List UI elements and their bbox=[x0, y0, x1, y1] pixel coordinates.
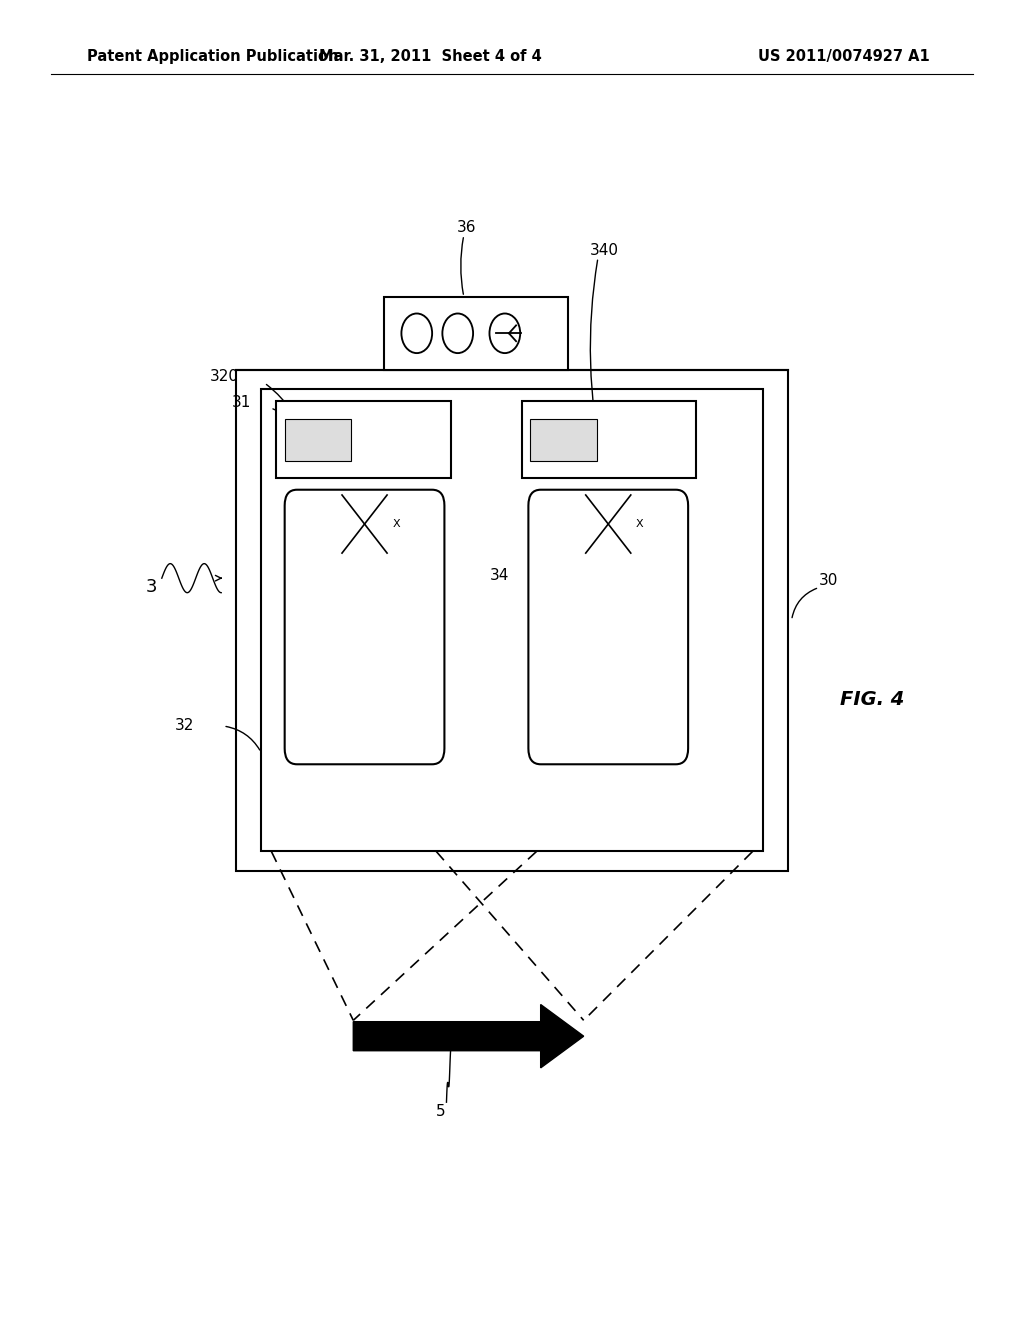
Bar bbox=[384, 297, 568, 370]
FancyBboxPatch shape bbox=[528, 490, 688, 764]
Text: X: X bbox=[636, 519, 643, 529]
Text: 320: 320 bbox=[210, 368, 239, 384]
Text: Mar. 31, 2011  Sheet 4 of 4: Mar. 31, 2011 Sheet 4 of 4 bbox=[318, 49, 542, 65]
Text: 3: 3 bbox=[145, 578, 158, 597]
Text: 5: 5 bbox=[435, 1104, 445, 1119]
Text: US 2011/0074927 A1: US 2011/0074927 A1 bbox=[758, 49, 930, 65]
FancyBboxPatch shape bbox=[285, 490, 444, 764]
Text: Patent Application Publication: Patent Application Publication bbox=[87, 49, 339, 65]
Text: 34: 34 bbox=[490, 568, 509, 582]
Bar bbox=[276, 401, 451, 478]
Bar bbox=[530, 418, 597, 461]
Text: FIG. 4: FIG. 4 bbox=[840, 690, 904, 709]
Bar bbox=[522, 401, 696, 478]
Text: 340: 340 bbox=[590, 243, 618, 259]
Bar bbox=[285, 418, 351, 461]
Bar bbox=[236, 370, 788, 871]
Text: 31: 31 bbox=[231, 395, 251, 411]
Text: 30: 30 bbox=[819, 573, 839, 589]
Text: 36: 36 bbox=[457, 219, 476, 235]
Text: 32: 32 bbox=[175, 718, 195, 734]
Bar bbox=[261, 389, 763, 851]
Text: X: X bbox=[392, 519, 399, 529]
FancyArrow shape bbox=[353, 1005, 584, 1068]
